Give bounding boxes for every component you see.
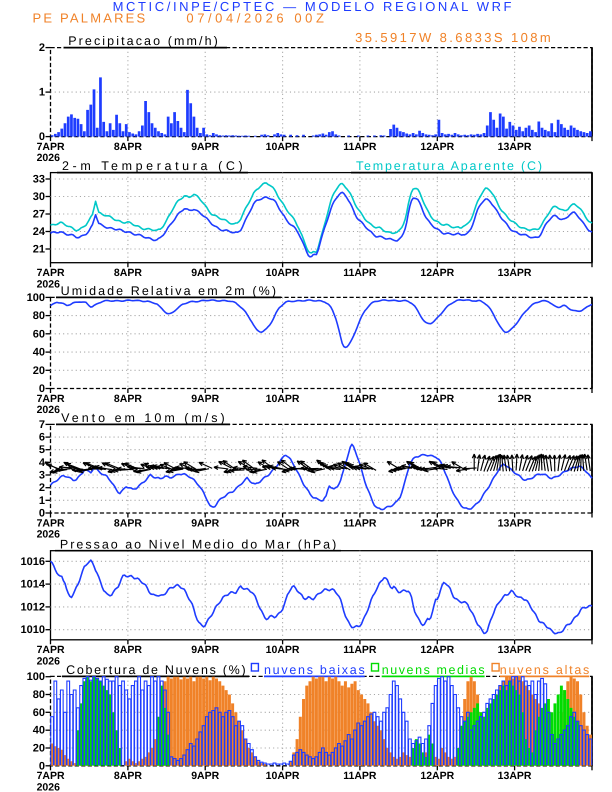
svg-text:1: 1 <box>39 87 45 99</box>
svg-text:2026: 2026 <box>37 781 61 792</box>
svg-text:7APR: 7APR <box>37 770 65 782</box>
svg-text:7APR: 7APR <box>37 267 65 279</box>
svg-text:7APR: 7APR <box>37 517 65 529</box>
svg-text:1010: 1010 <box>21 624 45 636</box>
svg-text:13APR: 13APR <box>498 517 532 529</box>
svg-text:8APR: 8APR <box>114 267 142 279</box>
svg-text:30: 30 <box>33 191 45 203</box>
svg-text:20: 20 <box>33 743 45 755</box>
svg-text:nuvens baixas: nuvens baixas <box>264 663 365 677</box>
svg-text:4: 4 <box>39 457 46 469</box>
svg-text:9APR: 9APR <box>191 644 219 656</box>
svg-text:0: 0 <box>39 760 45 772</box>
svg-text:11APR: 11APR <box>343 267 377 279</box>
svg-text:12APR: 12APR <box>420 644 454 656</box>
svg-text:10APR: 10APR <box>266 644 300 656</box>
svg-text:12APR: 12APR <box>420 393 454 405</box>
svg-text:21: 21 <box>33 244 45 256</box>
svg-text:Cobertura de Nuvens (%): Cobertura de Nuvens (%) <box>66 663 246 677</box>
svg-text:100: 100 <box>27 671 45 683</box>
svg-text:07/04/2026 00Z: 07/04/2026 00Z <box>186 10 324 25</box>
svg-text:1: 1 <box>39 495 45 507</box>
svg-text:8APR: 8APR <box>114 517 142 529</box>
svg-text:10APR: 10APR <box>266 393 300 405</box>
svg-text:24: 24 <box>33 226 46 238</box>
svg-text:0: 0 <box>39 131 45 143</box>
svg-text:1012: 1012 <box>21 601 45 613</box>
svg-text:12APR: 12APR <box>420 517 454 529</box>
svg-text:2026: 2026 <box>37 152 61 164</box>
svg-text:13APR: 13APR <box>498 393 532 405</box>
svg-text:10APR: 10APR <box>266 770 300 782</box>
svg-text:11APR: 11APR <box>343 644 377 656</box>
svg-text:7APR: 7APR <box>37 141 65 153</box>
svg-text:nuvens altas: nuvens altas <box>500 663 590 677</box>
svg-text:60: 60 <box>33 707 45 719</box>
svg-text:8APR: 8APR <box>114 770 142 782</box>
svg-text:Umidade Relativa em 2m (%): Umidade Relativa em 2m (%) <box>61 284 276 298</box>
svg-text:11APR: 11APR <box>343 393 377 405</box>
svg-text:12APR: 12APR <box>420 141 454 153</box>
svg-text:0: 0 <box>39 508 45 520</box>
svg-text:Pressao ao Nivel Medio do Mar: Pressao ao Nivel Medio do Mar (hPa) <box>60 537 336 551</box>
svg-text:10APR: 10APR <box>266 517 300 529</box>
svg-text:13APR: 13APR <box>498 267 532 279</box>
svg-text:9APR: 9APR <box>191 393 219 405</box>
svg-text:13APR: 13APR <box>498 141 532 153</box>
svg-text:9APR: 9APR <box>191 267 219 279</box>
svg-text:7APR: 7APR <box>37 393 65 405</box>
svg-text:40: 40 <box>33 725 45 737</box>
svg-text:7APR: 7APR <box>37 644 65 656</box>
svg-text:9APR: 9APR <box>191 517 219 529</box>
svg-text:0: 0 <box>39 383 45 395</box>
svg-text:3: 3 <box>39 470 45 482</box>
svg-text:11APR: 11APR <box>343 141 377 153</box>
svg-text:9APR: 9APR <box>191 770 219 782</box>
svg-text:2: 2 <box>39 42 45 54</box>
svg-text:33: 33 <box>33 174 45 186</box>
svg-text:nuvens medias: nuvens medias <box>382 663 485 677</box>
svg-text:2026: 2026 <box>37 278 61 290</box>
svg-text:2026: 2026 <box>37 529 61 541</box>
svg-text:2026: 2026 <box>37 404 61 416</box>
svg-text:11APR: 11APR <box>343 770 377 782</box>
svg-text:13APR: 13APR <box>498 770 532 782</box>
svg-text:7: 7 <box>39 419 45 431</box>
svg-text:12APR: 12APR <box>420 267 454 279</box>
svg-text:6: 6 <box>39 432 45 444</box>
svg-text:1016: 1016 <box>21 556 45 568</box>
svg-text:80: 80 <box>33 310 45 322</box>
svg-text:20: 20 <box>33 365 45 377</box>
svg-text:2: 2 <box>39 482 45 494</box>
svg-text:60: 60 <box>33 328 45 340</box>
svg-text:8APR: 8APR <box>114 141 142 153</box>
svg-text:8APR: 8APR <box>114 393 142 405</box>
svg-text:13APR: 13APR <box>498 644 532 656</box>
svg-text:1014: 1014 <box>21 579 46 591</box>
svg-text:27: 27 <box>33 209 45 221</box>
svg-text:12APR: 12APR <box>420 770 454 782</box>
svg-text:35.5917W 8.6833S 108m: 35.5917W 8.6833S 108m <box>355 30 551 45</box>
svg-text:2026: 2026 <box>37 655 61 667</box>
svg-text:80: 80 <box>33 689 45 701</box>
svg-text:10APR: 10APR <box>266 141 300 153</box>
svg-text:9APR: 9APR <box>191 141 219 153</box>
svg-text:100: 100 <box>27 292 45 304</box>
svg-text:11APR: 11APR <box>343 517 377 529</box>
svg-text:5: 5 <box>39 444 45 456</box>
svg-text:40: 40 <box>33 347 45 359</box>
svg-text:8APR: 8APR <box>114 644 142 656</box>
svg-text:10APR: 10APR <box>266 267 300 279</box>
